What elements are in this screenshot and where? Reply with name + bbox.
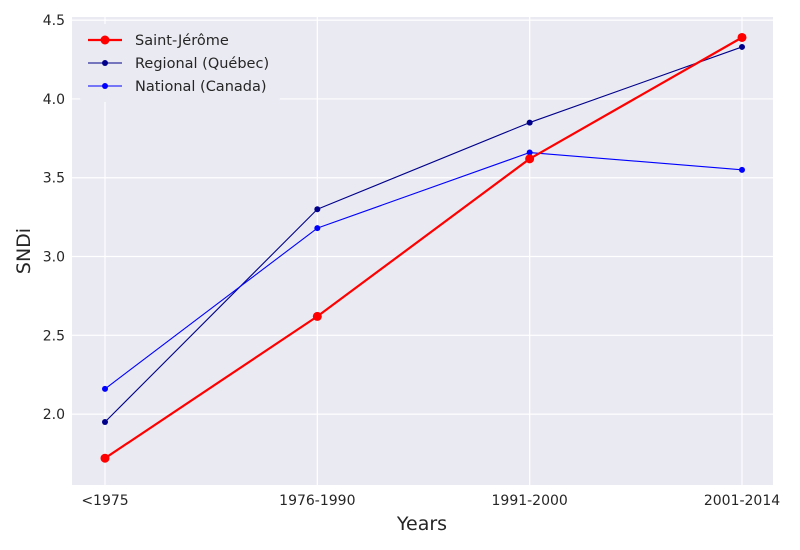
x-tick-label: <1975 xyxy=(81,493,128,509)
y-tick-label: 3.0 xyxy=(43,250,65,266)
data-point xyxy=(526,119,533,126)
data-point xyxy=(525,154,535,164)
series-line xyxy=(104,36,743,460)
data-point xyxy=(100,453,110,463)
series-2 xyxy=(102,149,745,392)
legend: Saint-Jérôme Regional (Québec) National (C… xyxy=(80,24,280,102)
y-tick-label: 2.5 xyxy=(43,328,65,344)
series-line xyxy=(104,151,743,390)
y-tick-label: 3.5 xyxy=(43,171,65,187)
y-tick-labels: 2.0 2.5 3.0 3.5 4.0 4.5 xyxy=(43,13,65,423)
data-point xyxy=(737,32,747,42)
data-point xyxy=(526,149,533,156)
x-tick-label: 1976-1990 xyxy=(279,493,355,509)
legend-label: Regional (Québec) xyxy=(135,56,269,72)
y-tick-label: 4.5 xyxy=(43,13,65,29)
x-tick-label: 1991-2000 xyxy=(492,493,568,509)
legend-box xyxy=(80,24,280,102)
legend-item: National (Canada) xyxy=(88,79,267,95)
y-tick-label: 4.0 xyxy=(43,92,65,108)
legend-marker xyxy=(102,60,108,66)
data-point xyxy=(314,206,321,213)
data-point xyxy=(314,225,321,232)
data-point xyxy=(102,385,108,392)
series-layer xyxy=(100,32,747,463)
data-point xyxy=(739,166,745,173)
legend-label: Saint-Jérôme xyxy=(135,33,229,49)
legend-marker xyxy=(102,83,108,89)
y-axis-title: SNDi xyxy=(13,228,35,274)
x-axis-title: Years xyxy=(396,513,447,535)
legend-marker xyxy=(100,35,110,45)
legend-item: Regional (Québec) xyxy=(88,56,269,72)
x-tick-label: 2001-2014 xyxy=(704,493,780,509)
data-point xyxy=(312,311,322,321)
legend-item: Saint-Jérôme xyxy=(88,33,229,49)
x-tick-labels: <1975 1976-1990 1991-2000 2001-2014 xyxy=(81,493,780,509)
y-tick-label: 2.0 xyxy=(43,407,65,423)
data-point xyxy=(102,418,108,425)
legend-label: National (Canada) xyxy=(135,79,267,95)
series-0 xyxy=(100,32,747,463)
data-point xyxy=(739,43,745,50)
series-line xyxy=(104,46,743,423)
series-1 xyxy=(102,43,745,425)
